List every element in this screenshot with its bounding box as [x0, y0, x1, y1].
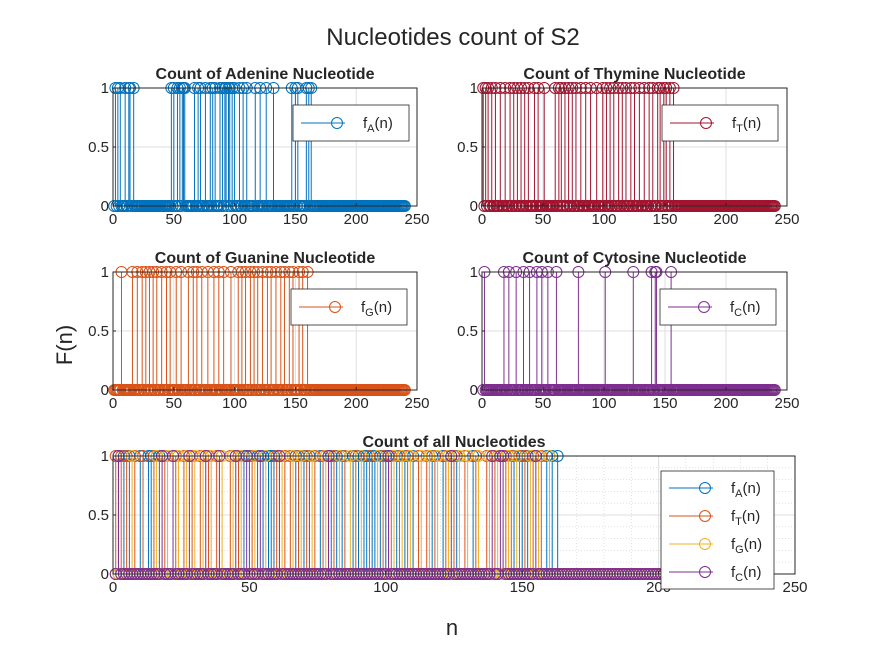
- x-tick-label: 0: [478, 395, 486, 412]
- x-tick-label: 100: [591, 395, 616, 412]
- subplot-title: Count of Guanine Nucleotide: [155, 250, 376, 267]
- x-tick-label: 200: [713, 395, 738, 412]
- legend-entry-label: fT(n): [732, 115, 761, 135]
- subplot-thymine: 0 50 100 150 200 250 0 0.5 1 Count of Thymine Nuc…: [457, 66, 799, 228]
- y-tick-label: 0.5: [457, 139, 478, 156]
- x-tick-label: 200: [713, 211, 738, 228]
- x-tick-label: 150: [510, 579, 535, 596]
- subplot-title: Count of all Nucleotides: [362, 434, 545, 451]
- x-tick-label: 50: [165, 211, 182, 228]
- legend-entry-label: fC(n): [731, 564, 761, 584]
- legend: fA(n) fT(n) fG(n) fC(n): [660, 470, 775, 590]
- x-tick-label: 200: [344, 211, 369, 228]
- x-tick-label: 100: [373, 579, 398, 596]
- x-tick-label: 100: [591, 211, 616, 228]
- legend-marker: [699, 538, 711, 550]
- x-tick-label: 150: [283, 211, 308, 228]
- legend-entry-label: fA(n): [731, 480, 761, 500]
- x-tick-label: 100: [222, 395, 247, 412]
- legend-marker: [699, 510, 711, 522]
- x-tick-label: 150: [652, 395, 677, 412]
- x-tick-label: 0: [109, 395, 117, 412]
- legend: fC(n): [659, 288, 777, 326]
- x-tick-label: 50: [535, 395, 552, 412]
- subplot-adenine: 0 50 100 150 200 250 0 0.5 1 Count of Adenine Nuc…: [88, 66, 429, 228]
- y-tick-label: 1: [101, 448, 109, 465]
- figure-ylabel: F(n): [52, 325, 77, 365]
- y-tick-label: 0: [101, 382, 109, 399]
- subplot-guanine: 0 50 100 150 200 250 0 0.5 1 Count of Guanine Nuc…: [88, 250, 429, 412]
- x-tick-label: 0: [109, 211, 117, 228]
- x-tick-label: 50: [535, 211, 552, 228]
- legend: fT(n): [661, 104, 779, 142]
- subplot-title: Count of Cytosine Nucleotide: [523, 250, 747, 267]
- y-tick-label: 0: [101, 198, 109, 215]
- legend-entry-label: fC(n): [730, 299, 760, 319]
- x-tick-label: 250: [774, 395, 799, 412]
- x-tick-label: 50: [165, 395, 182, 412]
- x-tick-label: 150: [652, 211, 677, 228]
- y-tick-label: 0.5: [88, 323, 109, 340]
- legend-marker: [329, 301, 341, 313]
- legend-entry-label: fA(n): [363, 115, 393, 135]
- x-tick-label: 50: [241, 579, 258, 596]
- y-tick-label: 0: [101, 566, 109, 583]
- x-tick-label: 0: [109, 579, 117, 596]
- y-tick-label: 1: [470, 80, 478, 97]
- y-tick-label: 0.5: [88, 139, 109, 156]
- x-tick-label: 250: [774, 211, 799, 228]
- legend-entry-label: fG(n): [731, 536, 762, 556]
- subplot-title: Count of Adenine Nucleotide: [156, 66, 375, 83]
- y-tick-label: 0: [470, 198, 478, 215]
- x-tick-label: 150: [283, 395, 308, 412]
- legend-marker: [331, 117, 343, 129]
- subplot-cytosine: 0 50 100 150 200 250 0 0.5 1 Count of Cytosine Nu…: [457, 250, 799, 412]
- y-tick-label: 0: [470, 382, 478, 399]
- x-tick-label: 250: [404, 395, 429, 412]
- y-tick-label: 1: [470, 264, 478, 281]
- legend-marker: [700, 117, 712, 129]
- legend-marker: [698, 301, 710, 313]
- y-tick-label: 1: [101, 80, 109, 97]
- legend-entry-label: fG(n): [361, 299, 392, 319]
- figure-title: Nucleotides count of S2: [326, 24, 580, 51]
- y-tick-label: 0.5: [457, 323, 478, 340]
- x-tick-label: 100: [222, 211, 247, 228]
- legend-marker: [699, 566, 711, 578]
- legend-marker: [699, 482, 711, 494]
- y-tick-label: 0.5: [88, 507, 109, 524]
- x-tick-label: 250: [404, 211, 429, 228]
- x-tick-label: 250: [782, 579, 807, 596]
- x-tick-label: 200: [344, 395, 369, 412]
- legend-box: [660, 470, 775, 590]
- legend: fG(n): [290, 288, 408, 326]
- legend: fA(n): [292, 104, 410, 142]
- legend-entry-label: fT(n): [731, 508, 760, 528]
- y-tick-label: 1: [101, 264, 109, 281]
- x-tick-label: 0: [478, 211, 486, 228]
- figure-xlabel: n: [446, 615, 458, 640]
- subplot-title: Count of Thymine Nucleotide: [523, 66, 745, 83]
